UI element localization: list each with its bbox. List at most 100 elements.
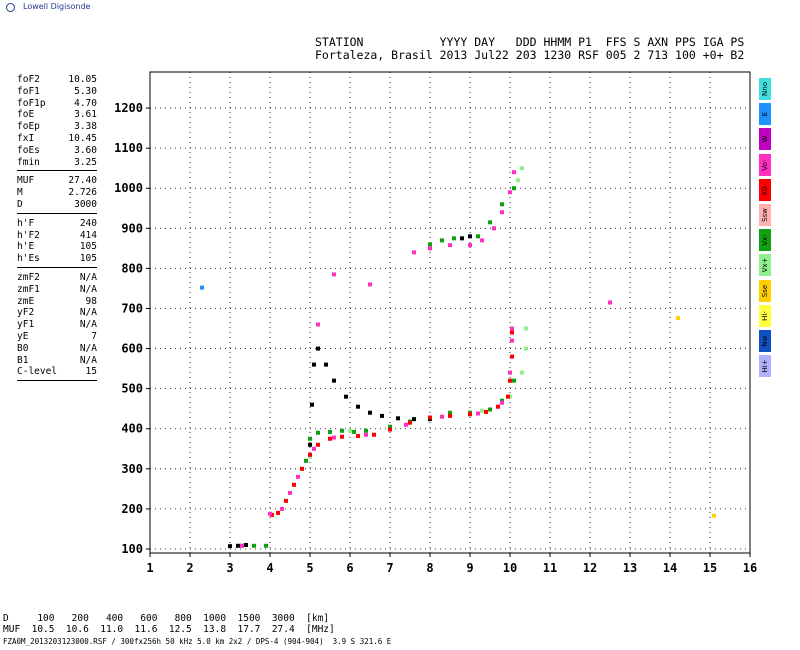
data-point xyxy=(388,424,392,429)
param-separator xyxy=(17,170,97,175)
data-point xyxy=(296,474,300,479)
param-row: zmF2 N/A xyxy=(17,272,97,284)
param-key: M xyxy=(17,187,23,199)
brand-name: Lowell Digisonde xyxy=(23,2,91,11)
data-point xyxy=(500,210,504,215)
data-point xyxy=(268,511,272,516)
plot-frame xyxy=(149,71,751,554)
data-point xyxy=(428,242,432,247)
param-value: N/A xyxy=(79,271,97,283)
data-point xyxy=(412,417,416,422)
param-value: N/A xyxy=(79,354,97,366)
param-key: h'E xyxy=(17,241,35,253)
param-key: yF1 xyxy=(17,319,35,331)
param-key: h'Es xyxy=(17,253,40,265)
param-value: 3.61 xyxy=(74,109,97,121)
param-row: h'Es 105 xyxy=(17,253,97,265)
data-point xyxy=(488,220,492,225)
data-point xyxy=(240,543,244,548)
data-point xyxy=(316,346,320,351)
param-key: D xyxy=(17,198,23,210)
data-point xyxy=(480,238,484,243)
data-point xyxy=(328,436,332,441)
data-point xyxy=(292,482,296,487)
y-tick-label: 900 xyxy=(121,221,143,235)
data-point xyxy=(510,326,514,331)
data-point xyxy=(448,243,452,248)
param-row: foF2 10.05 xyxy=(17,74,97,86)
param-row: foF1p 4.70 xyxy=(17,98,97,110)
data-point xyxy=(236,543,240,548)
param-key: foF1 xyxy=(17,85,40,97)
data-point xyxy=(440,238,444,243)
data-point xyxy=(364,428,368,433)
data-point xyxy=(510,338,514,343)
param-row: zmE 98 xyxy=(17,296,97,308)
param-value: 15 xyxy=(85,366,97,378)
y-tick-label: 400 xyxy=(121,422,143,436)
data-point xyxy=(510,354,514,359)
param-value: 7 xyxy=(91,330,97,342)
param-row: fxI 10.45 xyxy=(17,133,97,145)
data-point xyxy=(510,330,514,335)
x-tick-label: 9 xyxy=(466,561,473,575)
data-point xyxy=(508,378,512,383)
param-row: yF2 N/A xyxy=(17,307,97,319)
data-point xyxy=(524,346,528,351)
data-point xyxy=(332,435,336,440)
param-key: MUF xyxy=(17,175,35,187)
param-value: N/A xyxy=(79,319,97,331)
param-value: 10.05 xyxy=(68,74,97,85)
param-row: yE 7 xyxy=(17,331,97,343)
x-tick-label: 4 xyxy=(266,561,273,575)
data-point xyxy=(476,234,480,239)
data-point xyxy=(512,186,516,191)
data-point xyxy=(408,420,412,425)
data-point xyxy=(368,410,372,415)
param-key: yF2 xyxy=(17,307,35,319)
x-tick-label: 2 xyxy=(186,561,193,575)
legend-swatch: W xyxy=(759,128,771,151)
x-tick-label: 5 xyxy=(306,561,313,575)
legend-swatch: Ssw xyxy=(759,203,771,226)
data-point xyxy=(460,236,464,241)
param-value: 3.25 xyxy=(74,156,97,168)
legend-swatch: Vx- xyxy=(759,229,771,252)
param-row: foEp 3.38 xyxy=(17,121,97,133)
y-tick-label: 1100 xyxy=(114,141,143,155)
param-row: C-level 15 xyxy=(17,366,97,378)
data-point xyxy=(304,458,308,463)
data-point xyxy=(356,404,360,409)
param-value: 4.70 xyxy=(74,97,97,109)
data-point xyxy=(252,543,256,548)
param-row: B1 N/A xyxy=(17,355,97,367)
x-tick-label: 8 xyxy=(426,561,433,575)
x-tick-label: 14 xyxy=(663,561,677,575)
param-row: h'E 105 xyxy=(17,241,97,253)
x-tick-label: 1 xyxy=(146,561,153,575)
param-value: N/A xyxy=(79,307,97,319)
param-separator xyxy=(17,266,97,272)
data-point xyxy=(468,234,472,239)
data-point xyxy=(500,202,504,207)
data-point xyxy=(448,413,452,418)
legend-swatch: E xyxy=(759,103,771,126)
data-point xyxy=(412,250,416,255)
y-tick-label: 500 xyxy=(121,382,143,396)
param-value: N/A xyxy=(79,342,97,354)
data-point xyxy=(348,428,352,433)
param-key: B0 xyxy=(17,342,29,354)
data-point xyxy=(280,506,284,511)
data-point xyxy=(308,452,312,457)
param-row: h'F2 414 xyxy=(17,230,97,242)
data-point xyxy=(506,394,510,399)
param-row: zmF1 N/A xyxy=(17,284,97,296)
footer-distance-row: D 100 200 400 600 800 1000 1500 3000 [km… xyxy=(3,613,330,624)
legend-swatch: Nno xyxy=(759,78,771,100)
data-point xyxy=(608,300,612,305)
param-value: 27.40 xyxy=(68,175,97,187)
param-row: fmin 3.25 xyxy=(17,157,97,169)
data-point xyxy=(448,410,452,415)
data-point xyxy=(488,407,492,412)
data-point xyxy=(508,370,512,375)
